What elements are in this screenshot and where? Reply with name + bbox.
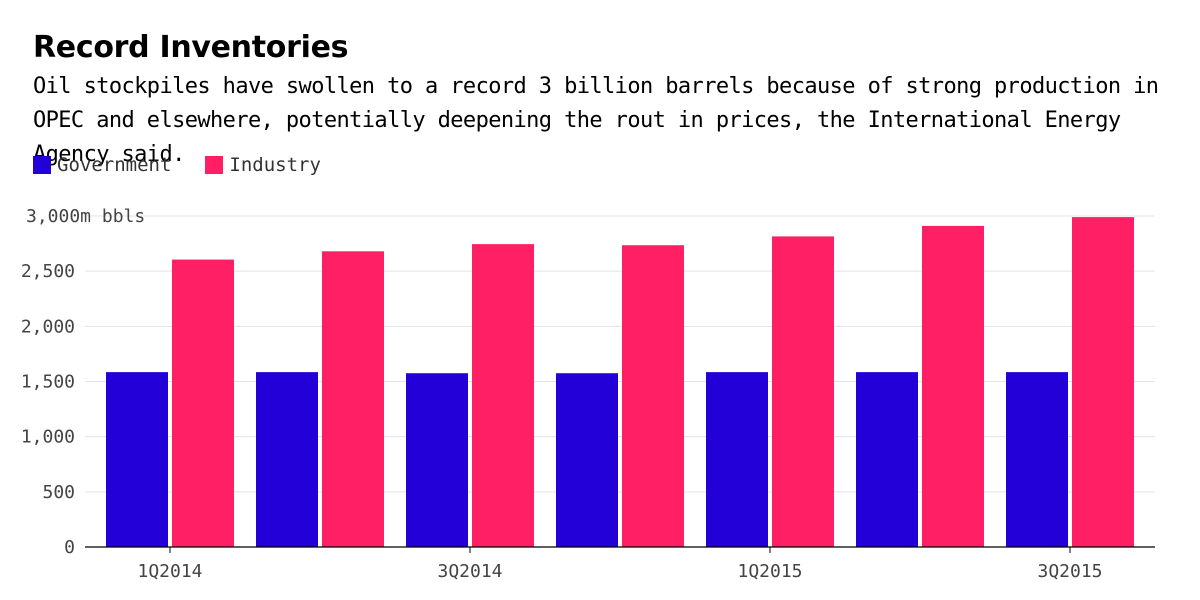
y-tick-label: 3,000m bbls bbox=[26, 206, 145, 227]
x-tick-label: 3Q2014 bbox=[437, 561, 502, 582]
y-tick-label: 2,500 bbox=[21, 261, 75, 282]
legend-item-government: Government bbox=[33, 154, 171, 176]
x-tick-label: 1Q2014 bbox=[137, 561, 202, 582]
bar-government-3q2014 bbox=[406, 373, 468, 547]
y-tick-label: 0 bbox=[64, 537, 75, 558]
chart-subtitle: Oil stockpiles have swollen to a record … bbox=[33, 74, 1159, 167]
y-tick-label: 2,000 bbox=[21, 316, 75, 337]
y-tick-label: 1,500 bbox=[21, 372, 75, 393]
y-tick-label: 500 bbox=[42, 482, 75, 503]
bar-industry-1q2014 bbox=[172, 259, 234, 547]
bar-government-2q2014 bbox=[256, 372, 318, 547]
bar-government-1q2014 bbox=[106, 372, 168, 547]
bar-government-4q2014 bbox=[556, 373, 618, 547]
bar-industry-2q2015 bbox=[922, 225, 984, 547]
bar-industry-3q2015 bbox=[1072, 217, 1134, 547]
x-tick-label: 3Q2015 bbox=[1037, 561, 1102, 582]
legend-label-government: Government bbox=[57, 154, 172, 176]
legend-swatch-industry bbox=[205, 156, 224, 174]
x-tick-label: 1Q2015 bbox=[737, 561, 802, 582]
y-tick-label: 1,000 bbox=[21, 427, 75, 448]
bar-government-2q2015 bbox=[856, 372, 918, 547]
legend-item-industry: Industry bbox=[205, 154, 321, 176]
bar-industry-4q2014 bbox=[622, 245, 684, 547]
bar-government-3q2015 bbox=[1006, 372, 1068, 547]
chart-title: Record Inventories bbox=[33, 30, 349, 65]
legend-swatch-government bbox=[33, 156, 51, 174]
legend: Government Industry bbox=[33, 154, 355, 176]
bar-industry-3q2014 bbox=[472, 244, 534, 547]
bar-government-1q2015 bbox=[706, 372, 768, 547]
legend-label-industry: Industry bbox=[229, 154, 321, 176]
bar-industry-2q2014 bbox=[322, 251, 384, 547]
bar-industry-1q2015 bbox=[772, 236, 834, 547]
